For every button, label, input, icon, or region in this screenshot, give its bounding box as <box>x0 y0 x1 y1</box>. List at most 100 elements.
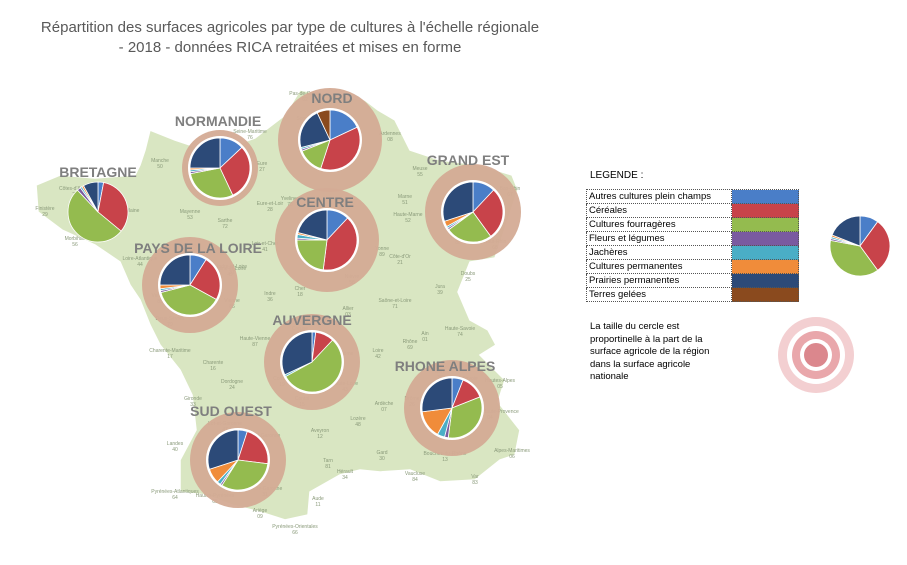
department-name: Loire-Atlantique <box>122 256 157 262</box>
region-label: BRETAGNE <box>59 164 137 180</box>
department-name: Marne <box>398 194 412 200</box>
legend-label: Fleurs et légumes <box>586 231 732 246</box>
department-code: 17 <box>167 354 173 360</box>
region-label: CENTRE <box>296 194 354 210</box>
department-code: 81 <box>325 464 331 470</box>
department-name: Indre <box>264 291 276 297</box>
pie-slice <box>83 181 99 213</box>
pie-slice <box>237 430 269 465</box>
pie-slice <box>421 377 453 413</box>
department-name: Haute-Vienne <box>240 336 271 342</box>
department-code: 13 <box>442 457 448 463</box>
region-pays-de-la-loire: PAYS DE LA LOIRE <box>134 237 262 333</box>
department-name: Hérault <box>337 469 354 475</box>
department-code: 52 <box>405 218 411 224</box>
pie-slice <box>190 167 234 199</box>
legend-label: Prairies permanentes <box>586 273 732 288</box>
pie-slice <box>316 109 331 141</box>
department-name: Seine-Maritime <box>233 129 267 135</box>
department-name: Jura <box>435 284 445 290</box>
region-normandie: NORMANDIE <box>175 113 261 206</box>
region-centre: CENTRE <box>275 188 379 292</box>
legend-row: Terres gelées <box>586 287 799 302</box>
region-label: NORMANDIE <box>175 113 261 129</box>
legend-swatch <box>731 273 799 288</box>
department-code: 21 <box>397 260 403 266</box>
department-name: Doubs <box>461 271 476 277</box>
department-name: Pyrénées-Orientales <box>272 524 318 530</box>
pie-slice <box>447 396 483 439</box>
department-name: Morbihan <box>65 236 86 242</box>
department-name: Lozère <box>350 416 366 422</box>
region-label: PAYS DE LA LOIRE <box>134 240 262 256</box>
department-code: 39 <box>437 290 443 296</box>
region-grand-est: GRAND EST <box>425 152 521 260</box>
region-label: RHONE ALPES <box>395 358 496 374</box>
legend-row: Cultures fourragères <box>586 217 799 232</box>
department-code: 87 <box>252 342 258 348</box>
region-label: SUD OUEST <box>190 403 272 419</box>
department-name: Var <box>471 474 479 480</box>
department-code: 16 <box>210 366 216 372</box>
department-name: Saône-et-Loire <box>378 298 411 304</box>
department-name: Ardèche <box>375 401 394 407</box>
legend-example-pie <box>829 215 891 277</box>
department-name: Ardennes <box>379 131 401 137</box>
department-code: 76 <box>247 135 253 141</box>
department-code: 51 <box>402 200 408 206</box>
region-label: NORD <box>311 90 352 106</box>
pie-slice <box>159 254 191 286</box>
department-code: 56 <box>72 242 78 248</box>
department-code: 83 <box>472 480 478 486</box>
legend-label: Autres cultures plein champs <box>586 189 732 204</box>
department-name: Dordogne <box>221 379 243 385</box>
size-note: La taille du cercle est proportinelle à … <box>590 321 710 382</box>
department-name: Gard <box>376 450 387 456</box>
department-code: 53 <box>187 215 193 221</box>
legend-title: LEGENDE : <box>590 170 644 181</box>
legend-swatch <box>731 203 799 218</box>
pie-slice <box>207 429 239 470</box>
department-name: Côte-d'Or <box>389 254 411 260</box>
region-label: GRAND EST <box>427 152 510 168</box>
legend-row: Cultures permanentes <box>586 259 799 274</box>
department-code: 84 <box>412 477 418 483</box>
legend-row: Céréales <box>586 203 799 218</box>
pie-slice <box>281 331 313 376</box>
region-bretagne: BRETAGNE <box>59 164 137 243</box>
department-name: Meuse <box>412 166 427 172</box>
department-name: Eure <box>257 161 268 167</box>
department-code: 36 <box>267 297 273 303</box>
size-circle-inner <box>804 343 828 367</box>
department-code: 01 <box>422 337 428 343</box>
legend-label: Cultures fourragères <box>586 217 732 232</box>
department-name: Aude <box>312 496 324 502</box>
department-code: 50 <box>157 164 163 170</box>
department-code: 12 <box>317 434 323 440</box>
pie-slice <box>859 221 891 271</box>
pie-slice <box>299 112 331 148</box>
department-code: 71 <box>392 304 398 310</box>
department-code: 09 <box>257 514 263 520</box>
department-code: 42 <box>375 354 381 360</box>
department-code: 05 <box>497 384 503 390</box>
department-code: 30 <box>379 456 385 462</box>
region-auvergne: AUVERGNE <box>264 312 360 410</box>
legend-label: Terres gelées <box>586 287 732 302</box>
department-code: 08 <box>387 137 393 143</box>
department-code: 03 <box>345 312 351 318</box>
region-nord: NORD <box>278 88 382 192</box>
legend-label: Cultures permanentes <box>586 259 732 274</box>
department-name: Côtes-d'Armor <box>59 186 91 192</box>
pie-slice <box>829 239 879 277</box>
department-name: Vaucluse <box>405 471 425 477</box>
department-name: Manche <box>151 158 169 164</box>
department-code: 64 <box>172 495 178 501</box>
department-name: Gironde <box>184 396 202 402</box>
department-code: 72 <box>222 224 228 230</box>
department-code: 74 <box>457 332 463 338</box>
pie-slice <box>831 215 861 247</box>
department-name: Cher <box>295 286 306 292</box>
region-label: AUVERGNE <box>272 312 351 328</box>
